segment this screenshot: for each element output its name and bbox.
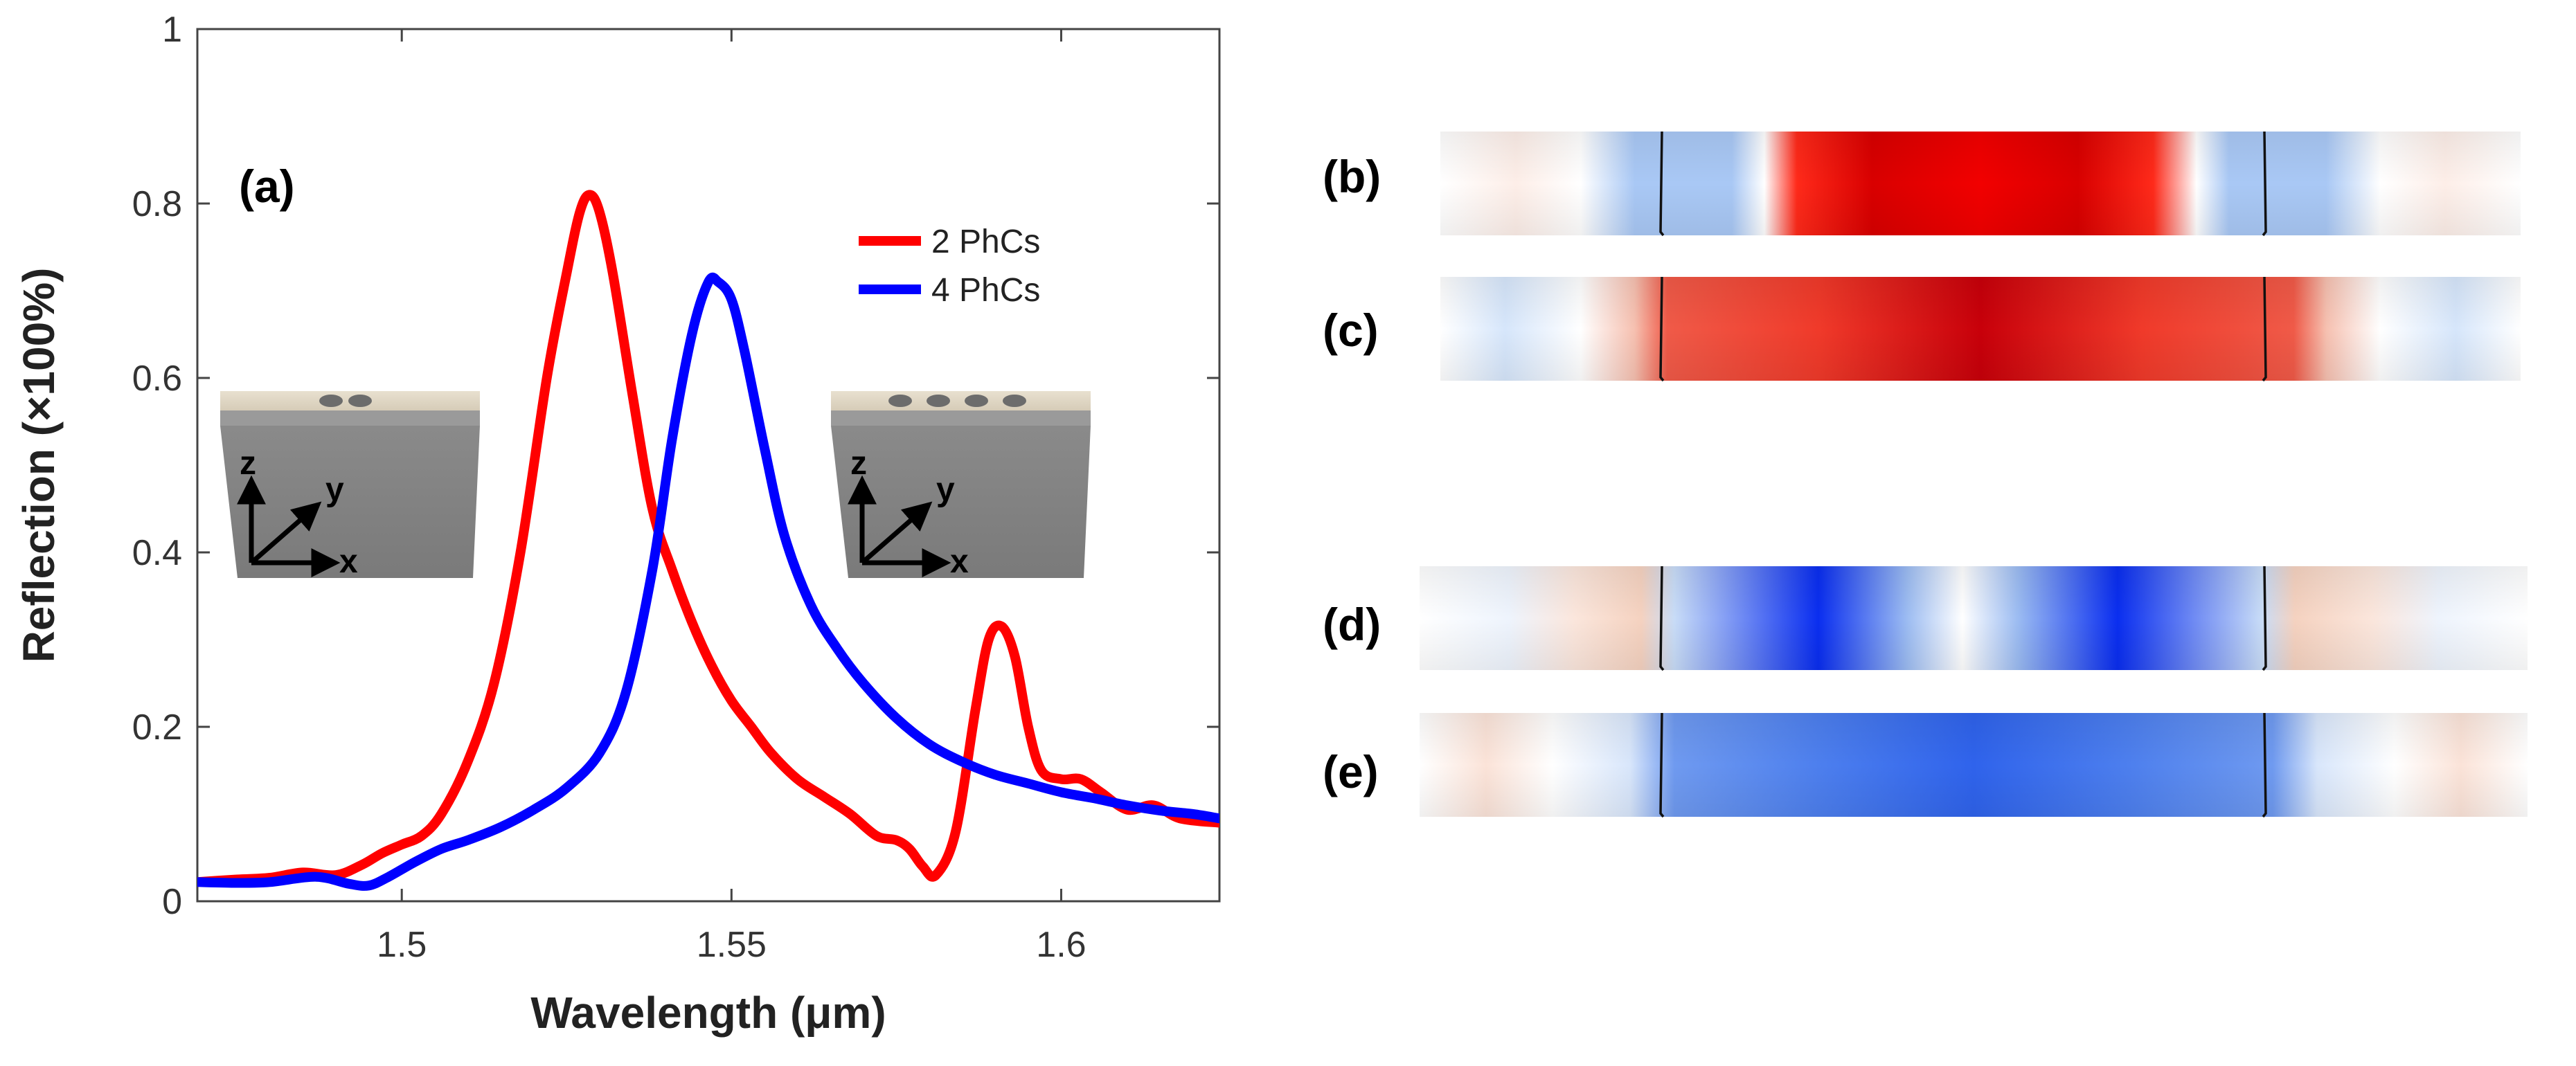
legend-label-2phcs: 2 PhCs [931,224,1040,260]
series-line-2phcs [197,190,1219,887]
x-ticks: 1.5 1.55 1.6 [377,29,1086,965]
axis-z-label: z [240,445,256,482]
slab-front [831,426,1091,578]
field-map-d-shade [1420,566,2528,670]
hole [319,395,343,407]
y-tick-label: 0.4 [132,533,182,573]
x-axis-label: Wavelength (μm) [530,988,886,1038]
axis-y-label: y [936,471,955,508]
axis-y-arrow [249,501,322,565]
x-tick-label: 1.5 [377,925,427,965]
axis-z-label: z [850,445,867,482]
series-layer [197,190,1219,891]
hole [965,395,988,407]
hole [1003,395,1026,407]
boundary-left-d [1659,566,1665,671]
y-tick-label: 0.6 [132,359,182,399]
panel-label-b: (b) [1323,151,1381,202]
boundary-left-b [1659,131,1665,237]
panel-label-c: (c) [1323,305,1379,356]
legend-label-4phcs: 4 PhCs [931,272,1040,309]
slab-layer [831,410,1091,426]
panel-label-e: (e) [1323,746,1379,797]
slab-front [220,426,480,578]
y-tick-label: 0.8 [132,184,182,224]
axis-x-label: x [950,543,969,580]
boundary-right-c [2262,276,2267,382]
axis-x-label: x [339,543,358,580]
series-line-4phcs [197,272,1219,891]
boundary-right-b [2262,131,2267,237]
y-tick-label: 1 [162,10,182,50]
y-tick-label: 0 [162,882,182,922]
field-panel-e: (e) [1323,712,2528,818]
slab-top [831,391,1091,410]
hole [348,395,372,407]
axis-y-arrow [860,501,933,565]
inset-slab-2-holes: z y x [220,391,480,580]
y-tick-label: 0.2 [132,707,182,748]
reflection-chart: 0 0.2 0.4 0.6 0.8 1 1.5 1.55 1.6 Reflection (×1… [14,10,1221,1038]
field-map-c-shade [1440,277,2521,381]
boundary-right-d [2262,566,2267,671]
slab-layer [220,410,480,426]
boundary-right-e [2262,712,2267,818]
y-ticks: 0 0.2 0.4 0.6 0.8 1 [132,10,1219,922]
field-panel-d: (d) [1323,566,2528,671]
hole [927,395,950,407]
x-tick-label: 1.55 [697,925,767,965]
panel-label-d: (d) [1323,599,1381,650]
boundary-left-e [1659,712,1665,818]
field-panel-b: (b) [1323,131,2521,237]
field-map-e-shade [1420,713,2528,817]
y-axis-label: Reflection (×100%) [14,268,64,663]
hole [888,395,912,407]
inset-slab-4-holes: z y x [831,391,1091,580]
boundary-left-c [1659,276,1665,382]
field-maps: (b) (c) (d) (e) [1323,131,2528,818]
legend: 2 PhCs 4 PhCs [859,224,1040,309]
axis-y-label: y [325,471,344,508]
x-tick-label: 1.6 [1036,925,1086,965]
panel-label-a: (a) [239,161,295,212]
field-panel-c: (c) [1323,276,2521,382]
field-map-b-shade [1440,132,2521,235]
